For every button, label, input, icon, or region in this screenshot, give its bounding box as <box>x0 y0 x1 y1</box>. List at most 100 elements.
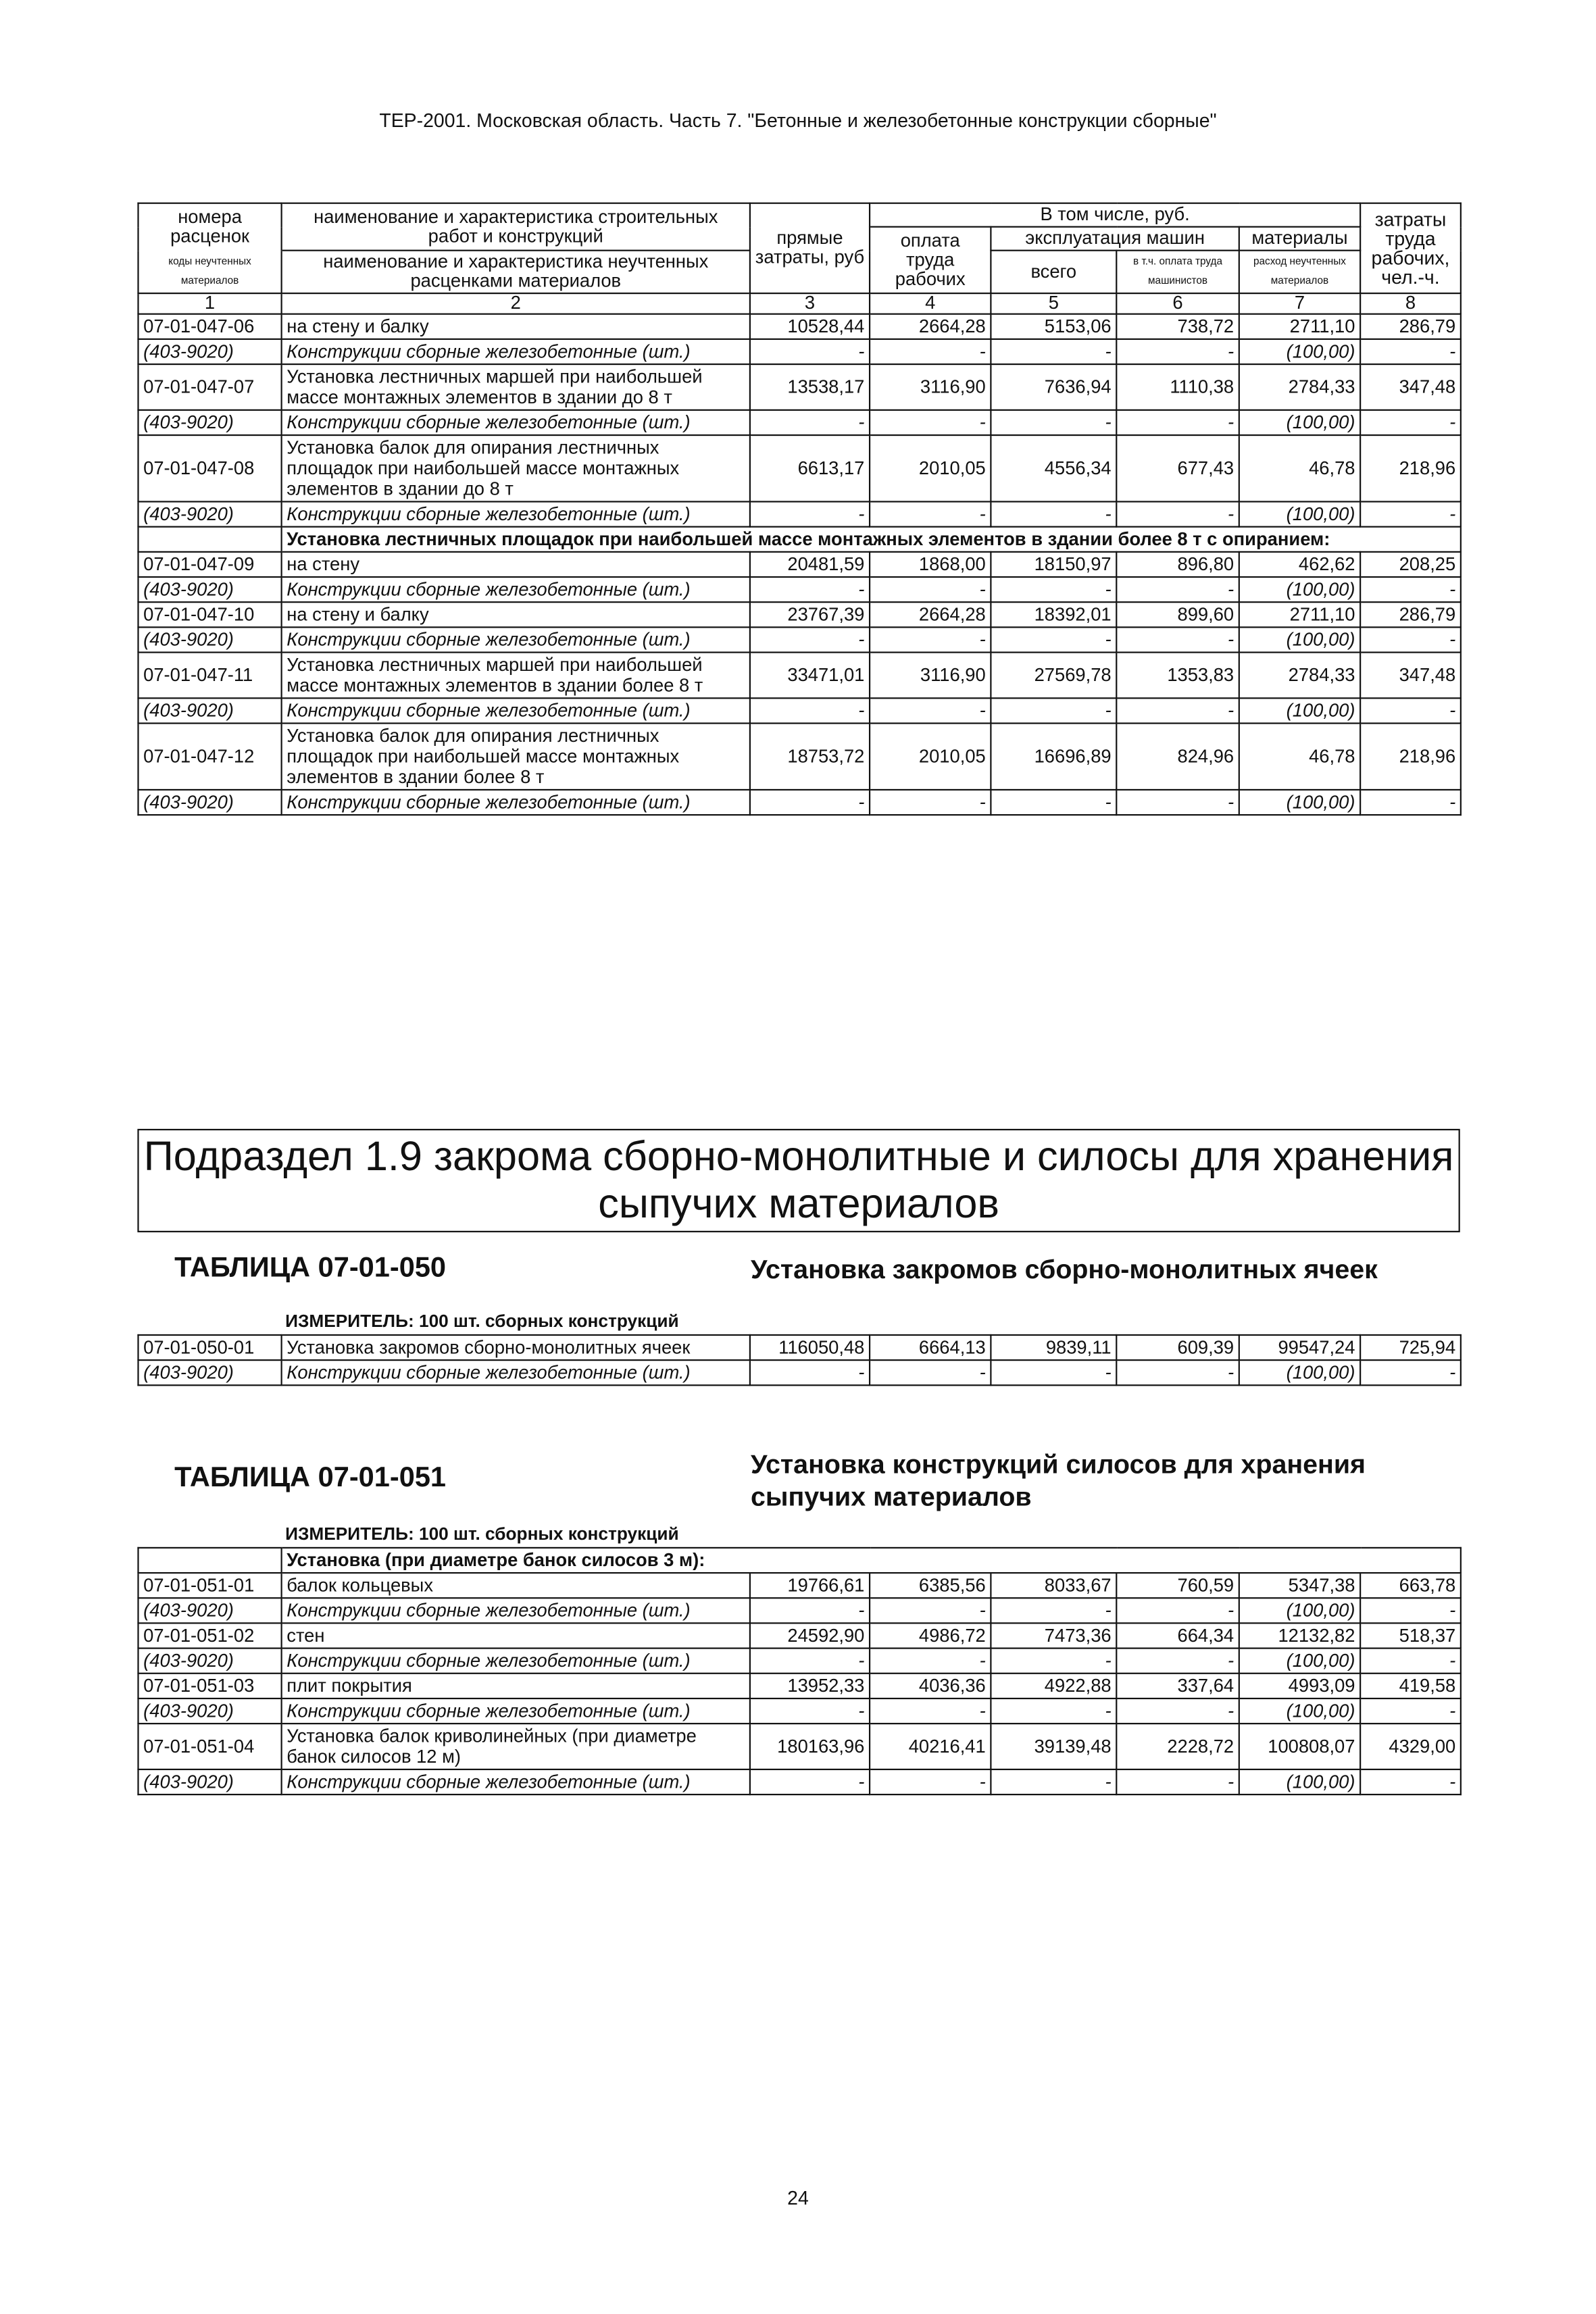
rate-value: 4922,88 <box>990 1672 1118 1700</box>
rate-name: плит покрытия <box>280 1672 751 1700</box>
rate-value: 19766,61 <box>749 1571 871 1599</box>
rate-code: 07-01-050-01 <box>137 1334 282 1361</box>
material-value: - <box>749 1768 871 1796</box>
material-value: - <box>1116 788 1240 816</box>
material-value: - <box>1116 1597 1240 1624</box>
rate-value: 39139,48 <box>990 1723 1118 1771</box>
material-code: (403-9020) <box>137 1697 282 1725</box>
rate-value: 24592,90 <box>749 1622 871 1649</box>
material-value: - <box>749 501 871 528</box>
material-row: (403-9020) Конструкции сборные железобето… <box>137 697 1462 724</box>
rate-row: 07-01-051-02 стен 24592,90 4986,72 7473,36 66… <box>137 1622 1462 1649</box>
rate-value: 7473,36 <box>990 1622 1118 1649</box>
rate-name: на стену и балку <box>280 313 751 341</box>
material-value: - <box>990 1697 1118 1725</box>
material-value: - <box>1360 1597 1462 1624</box>
material-value: - <box>868 501 992 528</box>
rates-table: 07-01-050-01 Установка закромов сборно-мо… <box>137 1334 1462 1386</box>
material-value: (100,00) <box>1238 1697 1362 1725</box>
rate-value: 7636,94 <box>990 363 1118 411</box>
rate-value: 664,34 <box>1116 1622 1240 1649</box>
header-cell: в т.ч. оплата труда машинистов <box>1116 249 1240 295</box>
material-value: (100,00) <box>1238 1597 1362 1624</box>
rate-code: 07-01-047-06 <box>137 313 282 341</box>
rate-value: 286,79 <box>1360 601 1462 628</box>
rate-value: 4036,36 <box>868 1672 992 1700</box>
material-code: (403-9020) <box>137 409 282 436</box>
material-value: (100,00) <box>1238 338 1362 366</box>
rate-value: 13952,33 <box>749 1672 871 1700</box>
rate-code: 07-01-051-02 <box>137 1622 282 1649</box>
empty-cell <box>137 526 282 553</box>
measure: ИЗМЕРИТЕЛЬ: 100 шт. сборных конструкций <box>285 1310 679 1332</box>
material-value: (100,00) <box>1238 1359 1362 1386</box>
material-name: Конструкции сборные железобетонные (шт.) <box>280 626 751 653</box>
rate-value: 2711,10 <box>1238 313 1362 341</box>
rate-value: 899,60 <box>1116 601 1240 628</box>
material-value: - <box>749 409 871 436</box>
rate-value: 2010,05 <box>868 434 992 503</box>
rate-row: 07-01-047-11 Установка лестничных маршей … <box>137 651 1462 699</box>
group-heading: Установка лестничных площадок при наибол… <box>280 526 1462 553</box>
material-value: - <box>868 338 992 366</box>
material-value: (100,00) <box>1238 501 1362 528</box>
table-body: Установка (при диаметре банок силосов 3 … <box>137 1546 1462 1796</box>
running-title: ТЕР-2001. Московская область. Часть 7. "… <box>379 109 1217 132</box>
material-name: Конструкции сборные железобетонные (шт.) <box>280 1647 751 1674</box>
column-number: 7 <box>1238 293 1362 315</box>
rate-value: 5153,06 <box>990 313 1118 341</box>
header-cell: коды неучтенных материалов <box>137 250 282 295</box>
material-value: - <box>1116 1768 1240 1796</box>
header-cell: В том числе, руб. <box>868 202 1362 228</box>
material-code: (403-9020) <box>137 338 282 366</box>
rate-value: 18753,72 <box>749 722 871 791</box>
column-number: 3 <box>749 293 871 315</box>
rate-value: 286,79 <box>1360 313 1462 341</box>
rate-value: 8033,67 <box>990 1571 1118 1599</box>
header-cell: всего <box>990 249 1118 295</box>
material-row: (403-9020) Конструкции сборные железобето… <box>137 1768 1462 1796</box>
material-value: - <box>1116 1697 1240 1725</box>
material-name: Конструкции сборные железобетонные (шт.) <box>280 1697 751 1725</box>
rate-value: 6613,17 <box>749 434 871 503</box>
material-value: - <box>749 1647 871 1674</box>
column-number: 1 <box>137 293 282 315</box>
material-value: - <box>749 338 871 366</box>
rate-value: 2228,72 <box>1116 1723 1240 1771</box>
header-cell: прямые затраты, руб <box>749 202 871 295</box>
rate-value: 337,64 <box>1116 1672 1240 1700</box>
table-header: номера расценок наименование и характери… <box>137 202 1462 315</box>
material-value: - <box>1116 697 1240 724</box>
column-number: 6 <box>1116 293 1240 315</box>
table-label: ТАБЛИЦА 07-01-050 <box>174 1253 447 1284</box>
material-value: - <box>868 409 992 436</box>
rate-value: 2711,10 <box>1238 601 1362 628</box>
material-value: - <box>868 1647 992 1674</box>
rate-row: 07-01-047-09 на стену 20481,59 1868,00 18150… <box>137 551 1462 578</box>
rate-name: балок кольцевых <box>280 1571 751 1599</box>
header-cell: наименование и характеристика строительн… <box>280 202 751 251</box>
column-number: 8 <box>1360 293 1462 315</box>
rate-value: 4556,34 <box>990 434 1118 503</box>
rate-value: 100808,07 <box>1238 1723 1362 1771</box>
rate-code: 07-01-051-04 <box>137 1723 282 1771</box>
material-value: - <box>990 338 1118 366</box>
material-row: (403-9020) Конструкции сборные железобето… <box>137 626 1462 653</box>
material-value: - <box>990 1647 1118 1674</box>
rate-value: 218,96 <box>1360 434 1462 503</box>
material-name: Конструкции сборные железобетонные (шт.) <box>280 1359 751 1386</box>
rate-value: 13538,17 <box>749 363 871 411</box>
rate-row: 07-01-047-07 Установка лестничных маршей … <box>137 363 1462 411</box>
material-name: Конструкции сборные железобетонные (шт.) <box>280 501 751 528</box>
rate-row: 07-01-051-03 плит покрытия 13952,33 4036,36… <box>137 1672 1462 1700</box>
rate-value: 18150,97 <box>990 551 1118 578</box>
rate-name: Установка балок криволинейных (при диаме… <box>280 1723 751 1771</box>
rate-value: 347,48 <box>1360 651 1462 699</box>
rate-value: 677,43 <box>1116 434 1240 503</box>
material-value: - <box>1360 501 1462 528</box>
rate-value: 27569,78 <box>990 651 1118 699</box>
material-value: - <box>990 1597 1118 1624</box>
material-row: (403-9020) Конструкции сборные железобето… <box>137 788 1462 816</box>
material-name: Конструкции сборные железобетонные (шт.) <box>280 409 751 436</box>
material-value: - <box>1360 576 1462 603</box>
